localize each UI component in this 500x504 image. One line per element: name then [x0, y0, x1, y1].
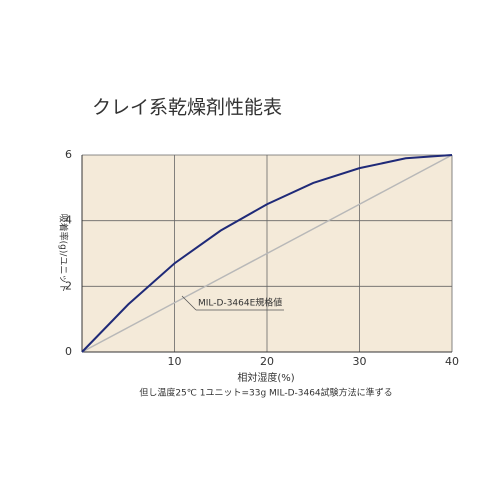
- y-tick-label: 0: [65, 345, 72, 358]
- x-tick-label: 40: [445, 355, 459, 368]
- chart-title: クレイ系乾燥剤性能表: [92, 97, 282, 119]
- annotation-leader: [181, 295, 197, 311]
- y-tick-label: 6: [65, 148, 72, 161]
- x-tick-label: 10: [168, 355, 182, 368]
- x-tick-label: 30: [353, 355, 367, 368]
- series-line: [81, 154, 453, 353]
- annotation: MIL-D-3464E規格値: [198, 297, 282, 309]
- series-line: [81, 154, 453, 353]
- y-tick-label: 4: [65, 214, 72, 227]
- footnote: 但し温度25℃ 1ユニット=33g MIL-D-3464試験方法に準ずる: [139, 387, 392, 399]
- x-tick-label: 20: [260, 355, 274, 368]
- y-axis-label: 吸着率(g)/ユニット: [58, 214, 70, 293]
- x-axis-label: 相対湿度(%): [237, 371, 294, 384]
- y-tick-label: 2: [65, 279, 72, 292]
